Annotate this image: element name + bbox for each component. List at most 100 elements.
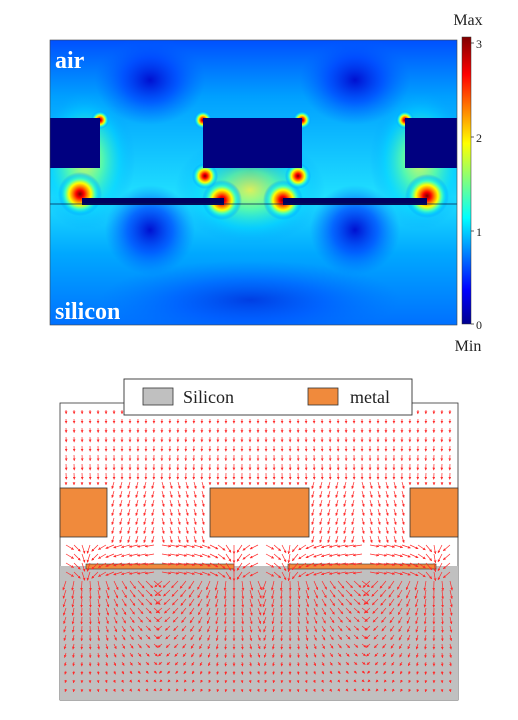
field-arrow bbox=[441, 616, 444, 625]
field-arrow bbox=[241, 589, 245, 600]
colorbar-max-label: Max bbox=[453, 12, 482, 29]
field-arrow bbox=[345, 616, 352, 623]
field-arrow bbox=[449, 598, 453, 608]
field-arrow bbox=[137, 625, 143, 632]
field-arrow bbox=[113, 634, 117, 641]
field-arrow bbox=[390, 643, 395, 649]
field-arrow bbox=[415, 652, 419, 658]
field-arrow bbox=[104, 688, 108, 693]
field-arrow bbox=[121, 679, 124, 683]
field-arrow bbox=[414, 580, 419, 591]
field-arrow bbox=[345, 679, 349, 683]
field-arrow bbox=[73, 562, 81, 570]
field-arrow bbox=[409, 544, 419, 550]
field-arrow bbox=[201, 571, 211, 576]
field-arrow bbox=[304, 670, 308, 675]
silicon-substrate bbox=[60, 566, 458, 700]
field-arrow bbox=[273, 571, 282, 579]
field-arrow bbox=[281, 544, 287, 554]
field-arrow bbox=[336, 553, 347, 557]
field-arrow bbox=[173, 625, 179, 632]
field-arrow bbox=[137, 616, 143, 623]
field-arrow bbox=[242, 553, 251, 560]
field-arrow bbox=[397, 589, 403, 599]
field-arrow bbox=[137, 688, 141, 692]
field-arrow bbox=[151, 517, 155, 525]
field-arrow bbox=[437, 562, 443, 572]
field-arrow bbox=[121, 625, 126, 632]
field-arrow bbox=[321, 670, 325, 675]
field-arrow bbox=[153, 679, 157, 683]
field-arrow bbox=[105, 589, 110, 599]
field-arrow bbox=[363, 598, 371, 605]
field-arrow bbox=[344, 553, 355, 557]
field-arrow bbox=[62, 589, 67, 599]
field-arrow bbox=[175, 688, 179, 692]
field-arrow bbox=[199, 652, 203, 658]
field-arrow bbox=[345, 634, 351, 640]
field-arrow bbox=[401, 517, 405, 525]
field-arrow bbox=[385, 481, 389, 489]
field-arrow bbox=[409, 571, 419, 577]
field-arrow bbox=[329, 679, 332, 683]
field-arrow bbox=[89, 598, 92, 608]
field-arrow bbox=[73, 544, 81, 552]
field-arrow bbox=[433, 562, 437, 573]
field-arrow bbox=[305, 652, 309, 658]
field-arrow bbox=[63, 634, 67, 641]
field-arrow bbox=[375, 670, 379, 674]
field-arrow bbox=[161, 553, 172, 557]
field-arrow bbox=[242, 562, 251, 569]
field-arrow bbox=[153, 589, 161, 597]
field-arrow bbox=[191, 652, 195, 658]
field-arrow bbox=[262, 607, 267, 616]
field-arrow bbox=[361, 652, 366, 657]
field-arrow bbox=[177, 490, 181, 498]
field-arrow bbox=[271, 580, 275, 591]
field-arrow bbox=[406, 598, 411, 607]
field-arrow bbox=[190, 643, 195, 649]
field-arrow bbox=[319, 490, 323, 498]
field-arrow bbox=[137, 634, 143, 640]
field-arrow bbox=[249, 589, 254, 599]
field-arrow bbox=[96, 661, 100, 667]
field-arrow bbox=[169, 544, 180, 548]
field-arrow bbox=[298, 544, 307, 551]
field-arrow bbox=[174, 652, 179, 657]
field-arrow bbox=[241, 616, 245, 625]
field-arrow bbox=[345, 580, 353, 589]
field-arrow bbox=[369, 571, 380, 575]
field-arrow bbox=[241, 634, 244, 642]
field-arrow bbox=[113, 589, 119, 599]
field-arrow bbox=[382, 652, 387, 657]
field-arrow bbox=[361, 670, 366, 674]
field-arrow bbox=[185, 535, 189, 543]
field-arrow bbox=[385, 526, 389, 534]
field-arrow bbox=[433, 544, 437, 555]
field-arrow bbox=[65, 562, 74, 568]
field-arrow bbox=[383, 688, 387, 692]
field-arrow bbox=[351, 526, 355, 534]
field-arrow bbox=[371, 589, 379, 597]
field-arrow bbox=[335, 526, 339, 534]
field-arrow bbox=[96, 679, 100, 684]
field-arrow bbox=[112, 688, 116, 692]
field-arrow bbox=[113, 544, 123, 549]
field-arrow bbox=[321, 625, 326, 632]
field-arrow bbox=[369, 544, 380, 548]
field-arrow bbox=[145, 643, 151, 649]
field-arrow bbox=[175, 670, 179, 674]
field-arrow bbox=[305, 571, 315, 577]
field-arrow bbox=[327, 508, 331, 516]
field-arrow bbox=[65, 544, 74, 550]
field-arrow bbox=[135, 490, 139, 498]
field-arrow bbox=[319, 517, 323, 525]
field-arrow bbox=[319, 535, 323, 543]
field-arrow bbox=[319, 526, 323, 534]
legend-swatch-silicon bbox=[142, 387, 174, 406]
field-arrow bbox=[398, 634, 403, 641]
field-arrow bbox=[242, 544, 251, 551]
field-arrow bbox=[111, 517, 115, 525]
metal-block-left-2 bbox=[59, 487, 108, 538]
field-arrow bbox=[337, 643, 342, 649]
